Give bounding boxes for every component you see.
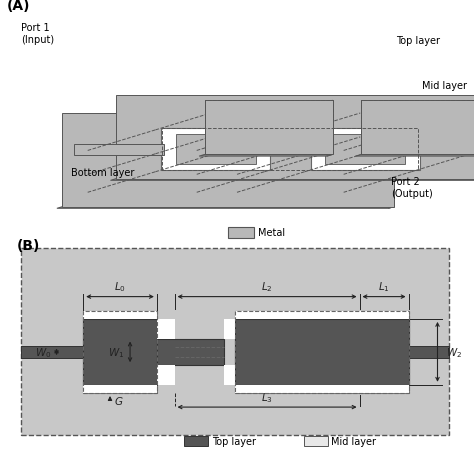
Polygon shape xyxy=(205,101,333,155)
Bar xyxy=(409,346,448,359)
Text: (B): (B) xyxy=(17,238,40,253)
Bar xyxy=(228,227,254,238)
Bar xyxy=(183,435,208,446)
Bar xyxy=(224,319,235,339)
Polygon shape xyxy=(270,143,310,156)
Bar xyxy=(83,319,157,385)
Text: Mid layer: Mid layer xyxy=(422,81,467,91)
Bar xyxy=(304,435,328,446)
Polygon shape xyxy=(327,101,333,157)
Text: Top layer: Top layer xyxy=(396,36,440,46)
Text: $W_0$: $W_0$ xyxy=(35,345,51,359)
Polygon shape xyxy=(310,129,419,171)
Bar xyxy=(83,311,157,393)
Bar xyxy=(235,385,409,393)
FancyBboxPatch shape xyxy=(21,248,448,435)
Text: Metal: Metal xyxy=(258,228,285,238)
Bar xyxy=(157,319,174,339)
Polygon shape xyxy=(63,114,394,207)
Text: $L_0$: $L_0$ xyxy=(114,280,126,293)
Text: $W_1$: $W_1$ xyxy=(109,345,125,359)
Polygon shape xyxy=(73,145,164,156)
Bar xyxy=(83,311,157,319)
Bar xyxy=(157,339,224,365)
Text: $L_3$: $L_3$ xyxy=(261,390,273,404)
Text: Top layer: Top layer xyxy=(212,436,256,446)
Bar xyxy=(21,346,83,359)
Bar xyxy=(235,311,409,319)
Text: Port 2
(Output): Port 2 (Output) xyxy=(391,177,433,198)
Polygon shape xyxy=(199,155,333,157)
Bar xyxy=(83,385,157,393)
Text: $L_1$: $L_1$ xyxy=(378,280,390,293)
Text: Bottom layer: Bottom layer xyxy=(71,168,135,177)
Polygon shape xyxy=(361,101,474,155)
Text: $G$: $G$ xyxy=(114,394,123,406)
Bar xyxy=(235,311,409,393)
Text: (A): (A) xyxy=(7,0,31,13)
Polygon shape xyxy=(356,155,474,157)
Polygon shape xyxy=(116,96,474,179)
Bar xyxy=(83,311,157,393)
Polygon shape xyxy=(110,179,474,181)
Bar xyxy=(235,311,409,393)
Polygon shape xyxy=(161,129,270,171)
Polygon shape xyxy=(325,135,405,164)
Text: Mid layer: Mid layer xyxy=(330,436,375,446)
Text: Port 1
(Input): Port 1 (Input) xyxy=(21,23,55,45)
Polygon shape xyxy=(57,207,394,209)
Bar xyxy=(235,319,409,385)
Bar xyxy=(157,365,174,385)
Text: $W_2$: $W_2$ xyxy=(447,345,463,359)
Bar xyxy=(224,365,235,385)
Polygon shape xyxy=(389,114,394,209)
Text: $L_2$: $L_2$ xyxy=(261,280,273,293)
Polygon shape xyxy=(175,135,256,164)
Polygon shape xyxy=(417,145,474,156)
